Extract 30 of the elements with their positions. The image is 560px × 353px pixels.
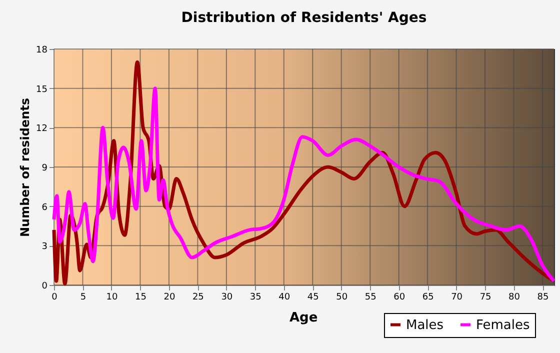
x-tick-label: 60 — [394, 292, 406, 302]
y-tick-label: 18 — [36, 46, 48, 56]
x-tick-label: 75 — [480, 292, 492, 302]
chart-title: Distribution of Residents' Ages — [181, 10, 427, 26]
x-tick-label: 70 — [451, 292, 463, 302]
y-tick-label: 12 — [36, 124, 48, 134]
x-tick-label: 10 — [106, 292, 118, 302]
legend-label: Males — [406, 318, 444, 333]
x-tick-label: 15 — [134, 292, 146, 302]
y-tick-label: 3 — [42, 242, 48, 252]
y-tick-label: 0 — [42, 282, 48, 292]
x-tick-label: 85 — [537, 292, 549, 302]
x-tick-label: 30 — [221, 292, 233, 302]
y-tick-label: 6 — [42, 202, 48, 213]
x-tick-label: 5 — [80, 292, 86, 302]
x-axis-title: Age — [290, 310, 318, 326]
x-tick-label: 40 — [278, 292, 290, 302]
x-tick-label: 65 — [422, 292, 434, 302]
x-tick-label: 25 — [192, 292, 204, 302]
x-tick-label: 55 — [364, 292, 376, 302]
legend-label: Females — [476, 318, 530, 333]
y-axis-title: Number of residents — [18, 98, 32, 238]
x-tick-label: 45 — [307, 292, 319, 302]
x-tick-label: 20 — [164, 292, 176, 302]
x-tick-label: 0 — [52, 292, 58, 302]
x-tick-label: 50 — [336, 292, 348, 302]
y-tick-label: 9 — [42, 164, 48, 174]
x-tick-label: 80 — [508, 292, 520, 302]
y-tick-label: 15 — [36, 84, 48, 95]
x-tick-label: 35 — [250, 292, 262, 302]
